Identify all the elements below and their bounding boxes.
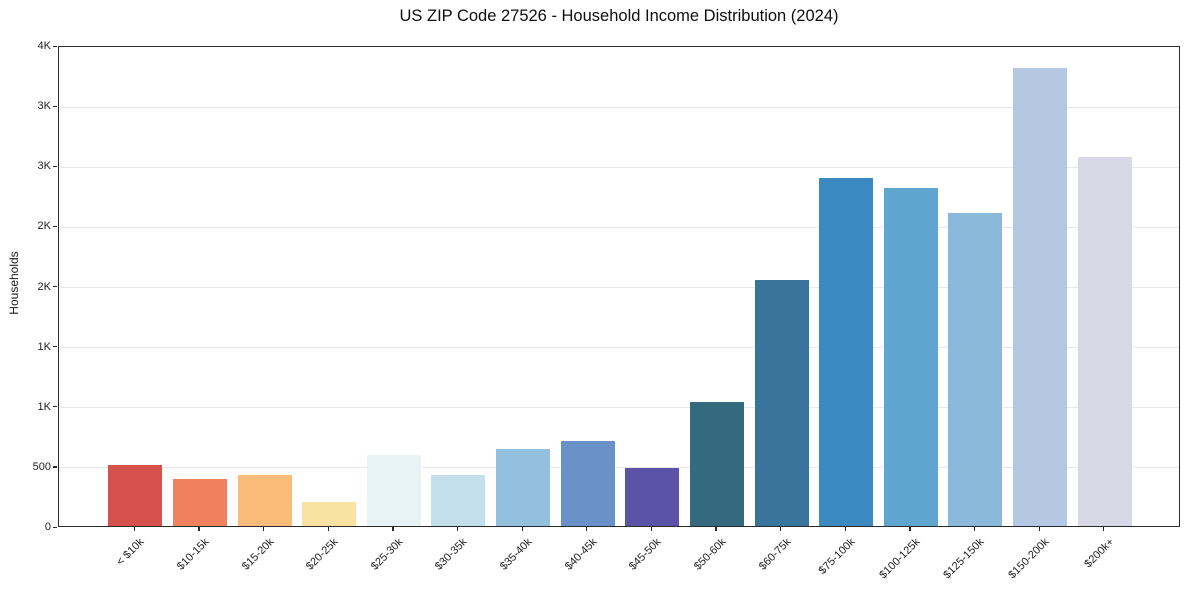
x-tick-mark [650, 527, 652, 531]
bar--45-50k [625, 467, 680, 526]
bar--75-100k [819, 178, 874, 526]
x-tick-mark [133, 527, 135, 531]
gridline [59, 467, 1179, 469]
chart-title: US ZIP Code 27526 - Household Income Dis… [399, 7, 839, 25]
x-tick-mark [392, 527, 394, 531]
x-tick-label: $60-75k [756, 536, 794, 573]
y-tick-mark [53, 165, 57, 167]
x-tick-mark [909, 527, 911, 531]
bar--30-35k [431, 474, 486, 526]
x-tick-label: $45-50k [627, 536, 664, 573]
y-tick-label: 3K [37, 100, 51, 113]
bar--50-60k [689, 402, 744, 526]
x-tick-mark [715, 527, 717, 531]
bar--20-25k [302, 501, 357, 526]
bar--10k [108, 464, 163, 526]
x-tick-label: $30-35k [433, 536, 470, 573]
y-tick-mark [53, 526, 57, 528]
x-tick-mark [521, 527, 523, 531]
y-tick-mark [53, 346, 57, 348]
x-tick-label: $20-25k [304, 536, 341, 573]
y-tick-mark [53, 45, 57, 47]
x-tick-label: < $10k [114, 536, 147, 569]
y-tick-mark [53, 105, 57, 107]
x-tick-mark [586, 527, 588, 531]
x-tick-label: $150-200k [1006, 536, 1052, 582]
x-tick-label: $200k+ [1081, 536, 1117, 571]
x-tick-label: $75-100k [816, 536, 858, 577]
gridline [59, 166, 1179, 168]
x-tick-label: $40-45k [562, 536, 600, 573]
bar--150-200k [1013, 67, 1068, 526]
x-tick-label: $10-15k [174, 536, 212, 573]
x-tick-mark [780, 527, 782, 531]
x-tick-mark [1103, 527, 1105, 531]
x-tick-label: $100-125k [877, 536, 923, 582]
y-tick-label: 0 [44, 521, 51, 533]
plot-area [58, 46, 1180, 527]
x-tick-mark [327, 527, 329, 531]
y-tick-label: 1K [37, 340, 51, 353]
gridline [59, 347, 1179, 349]
x-tick-label: $50-60k [691, 536, 729, 573]
x-tick-mark [973, 527, 976, 531]
x-tick-mark [263, 527, 265, 531]
y-tick-mark [53, 225, 57, 228]
gridline [59, 287, 1179, 288]
y-tick-mark [53, 286, 57, 288]
x-tick-mark [1038, 527, 1040, 531]
x-tick-label: $125-150k [941, 536, 987, 582]
bar--60-75k [754, 279, 809, 526]
y-tick-label: 4K [37, 40, 51, 52]
y-tick-label: 2K [37, 220, 51, 233]
bar--35-40k [496, 449, 551, 526]
bar--40-45k [560, 440, 615, 526]
x-tick-mark [456, 527, 459, 531]
x-tick-mark [198, 527, 200, 531]
y-tick-label: 2K [37, 280, 51, 293]
gridline [59, 106, 1179, 108]
bar--200k- [1077, 156, 1132, 526]
gridline [59, 407, 1179, 409]
y-tick-mark [53, 406, 57, 408]
x-tick-label: $35-40k [497, 536, 535, 573]
x-tick-mark [844, 527, 846, 531]
bar--10-15k [172, 478, 227, 526]
x-tick-label: $15-20k [239, 536, 277, 573]
y-tick-label: 3K [37, 160, 51, 173]
bar--25-30k [366, 455, 421, 526]
bar--15-20k [237, 474, 292, 526]
x-tick-label: $25-30k [368, 536, 406, 573]
y-tick-label: 500 [32, 460, 51, 473]
bar--125-150k [948, 213, 1003, 526]
gridline [59, 226, 1179, 228]
y-tick-mark [53, 466, 57, 468]
bar--100-125k [883, 188, 938, 526]
y-tick-label: 1K [37, 400, 51, 413]
